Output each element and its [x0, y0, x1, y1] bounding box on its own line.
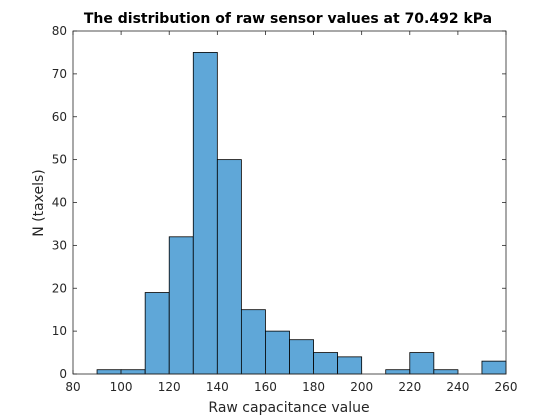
y-tick-label: 60: [52, 110, 67, 124]
y-tick-label: 50: [52, 153, 67, 167]
y-tick-label: 70: [52, 67, 67, 81]
bars-layer: [96, 52, 507, 375]
histogram-bar: [265, 330, 290, 375]
y-tick-label: 20: [52, 281, 67, 295]
y-tick-label: 40: [52, 196, 67, 210]
x-tick-label: 80: [65, 380, 80, 394]
y-tick-label: 30: [52, 238, 67, 252]
histogram-bar: [481, 360, 507, 375]
y-tick-label: 10: [52, 324, 67, 338]
histogram-bar: [433, 369, 459, 375]
histogram-bar: [313, 352, 339, 375]
histogram-bar: [192, 52, 218, 375]
x-tick-label: 260: [495, 380, 518, 394]
histogram-bar: [289, 339, 314, 375]
x-tick-label: 240: [446, 380, 469, 394]
axes-layer: [72, 30, 507, 375]
x-tick-label: 180: [302, 380, 325, 394]
histogram-bar: [337, 356, 363, 375]
y-tick-label: 0: [59, 367, 67, 381]
x-tick-label: 100: [110, 380, 133, 394]
x-tick-label: 140: [206, 380, 229, 394]
x-axis-label: Raw capacitance value: [208, 400, 369, 416]
x-tick-label: 220: [398, 380, 421, 394]
x-tick-label: 120: [158, 380, 181, 394]
histogram-bar: [120, 369, 146, 375]
ticks-layer: 80 100 120 140 160 180 200 220 240 260 0 10 20 30 40 50…: [52, 24, 518, 394]
histogram-bar: [144, 292, 170, 375]
y-axis-label: N (taxels): [31, 169, 47, 237]
x-tick-label: 200: [350, 380, 373, 394]
chart-title: The distribution of raw sensor values at…: [84, 11, 492, 27]
histogram-bar: [96, 369, 122, 375]
histogram-bar: [240, 309, 266, 375]
histogram-bar: [409, 352, 435, 375]
histogram-bar: [385, 369, 411, 375]
x-tick-label: 160: [254, 380, 277, 394]
histogram-bar: [168, 236, 194, 375]
y-tick-label: 80: [52, 24, 67, 38]
histogram-bar: [216, 159, 242, 375]
plot-frame: [72, 30, 507, 375]
